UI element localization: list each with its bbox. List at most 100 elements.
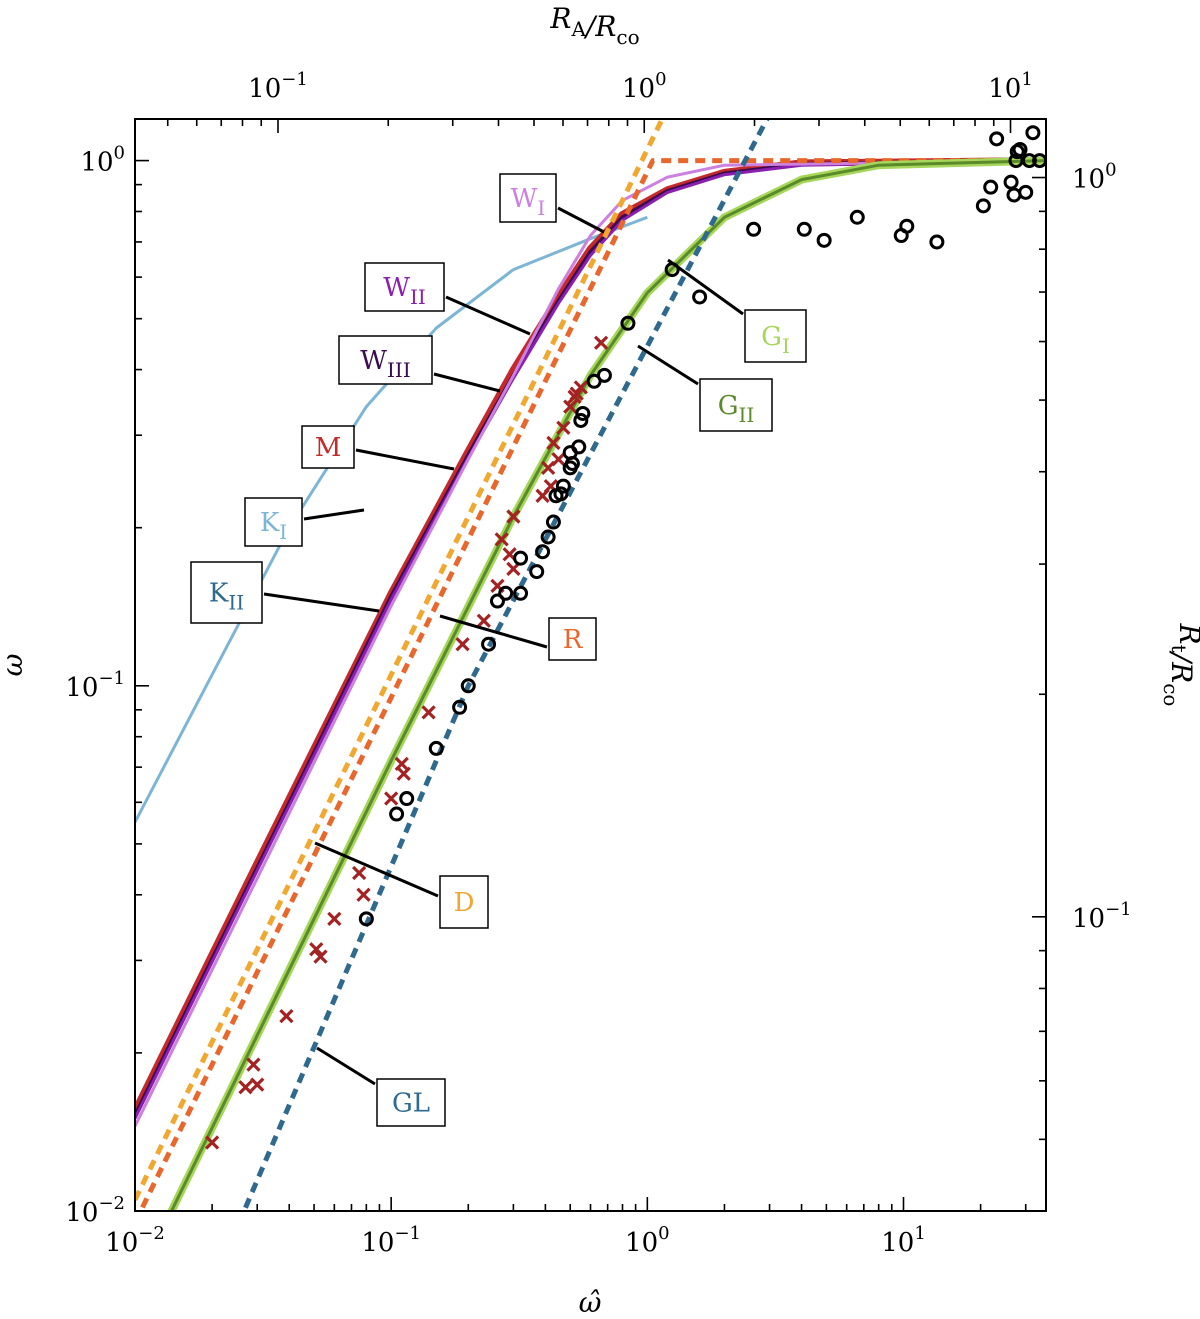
circle-marker bbox=[481, 636, 497, 652]
series-label-d: D bbox=[454, 888, 475, 918]
leader-line-kii bbox=[263, 592, 380, 613]
y-axis-title: ω bbox=[0, 653, 29, 676]
y-tick-label: 10−1 bbox=[65, 668, 125, 703]
leader-line-r bbox=[439, 614, 548, 649]
cross-marker bbox=[246, 1057, 261, 1072]
series-line-d bbox=[135, 119, 665, 1201]
circle-marker bbox=[535, 544, 551, 560]
circle-marker bbox=[575, 405, 591, 421]
y-tick-label: 10−2 bbox=[65, 1193, 125, 1228]
circle-marker bbox=[1018, 184, 1034, 200]
series-line-gl bbox=[241, 119, 770, 1211]
circle-marker bbox=[1006, 187, 1022, 203]
circle-marker bbox=[849, 209, 865, 225]
circle-marker bbox=[513, 585, 529, 601]
circle-marker bbox=[573, 412, 589, 428]
cross-marker bbox=[563, 399, 578, 414]
cross-marker bbox=[396, 766, 411, 781]
circle-marker bbox=[489, 593, 505, 609]
circle-marker bbox=[929, 234, 945, 250]
series-line-gi bbox=[167, 156, 1046, 1211]
label-box-m bbox=[301, 425, 355, 469]
y-tick-label: 100 bbox=[80, 143, 125, 178]
cross-marker bbox=[573, 380, 588, 395]
label-box-d bbox=[439, 875, 489, 929]
leader-line-d bbox=[314, 841, 439, 898]
leader-line-gi bbox=[667, 258, 744, 316]
circle-marker bbox=[816, 232, 832, 248]
cross-marker bbox=[593, 335, 609, 350]
circle-marker bbox=[975, 198, 991, 214]
circle-marker bbox=[692, 289, 708, 305]
circle-marker bbox=[540, 529, 556, 545]
series-line-wi bbox=[135, 159, 1046, 1127]
cross-marker bbox=[546, 435, 561, 451]
cross-marker bbox=[279, 1008, 294, 1024]
circle-marker bbox=[989, 131, 1005, 147]
series-label-gi: GI bbox=[761, 322, 790, 358]
circle-marker bbox=[983, 179, 999, 195]
series-line-r bbox=[137, 158, 1046, 1211]
cross-marker bbox=[455, 637, 470, 652]
axes-layer: 10−2 10−1 100 101 10−1 100 101 10−2 10−1 100 10−1 1… bbox=[65, 69, 1131, 1258]
cross-marker bbox=[506, 509, 521, 524]
circle-marker bbox=[899, 218, 915, 234]
cross-marker bbox=[352, 865, 367, 881]
right-tick-label: 100 bbox=[1072, 160, 1117, 195]
series-label-gl: GL bbox=[392, 1089, 430, 1119]
circle-marker bbox=[452, 699, 468, 715]
leader-line-ki bbox=[303, 508, 365, 521]
cross-marker bbox=[327, 911, 342, 926]
top-tick-label: 10−1 bbox=[248, 69, 308, 104]
label-box-kii bbox=[190, 561, 263, 624]
cross-marker bbox=[476, 613, 491, 628]
circle-marker bbox=[553, 486, 569, 502]
series-label-wii: WII bbox=[383, 273, 426, 309]
top-axis-title: RA/Rco bbox=[549, 2, 639, 49]
series-label-ki: KI bbox=[260, 508, 287, 544]
cross-marker bbox=[421, 705, 436, 720]
cross-marker bbox=[551, 452, 566, 467]
top-tick-label: 101 bbox=[988, 69, 1033, 104]
cross-marker bbox=[567, 389, 582, 404]
circle-marker bbox=[1025, 125, 1041, 141]
label-box-gl bbox=[376, 1078, 446, 1127]
leader-line-gii bbox=[637, 344, 699, 386]
series-line-gii bbox=[169, 159, 1046, 1211]
series-label-m: M bbox=[315, 433, 342, 463]
circle-marker bbox=[545, 514, 561, 530]
leader-line-wii bbox=[445, 295, 531, 336]
series-label-kii: KII bbox=[209, 579, 244, 615]
cross-marker bbox=[238, 1080, 253, 1095]
cross-marker bbox=[313, 949, 328, 964]
circle-marker bbox=[358, 911, 374, 927]
label-box-ki bbox=[244, 497, 303, 547]
label-box-wii bbox=[364, 262, 445, 312]
series-label-wiii: WIII bbox=[360, 346, 410, 382]
top-tick-label: 100 bbox=[622, 69, 667, 104]
circle-marker bbox=[746, 221, 762, 237]
x-tick-label: 100 bbox=[625, 1223, 670, 1258]
circle-marker bbox=[1021, 153, 1037, 169]
x-tick-label: 10−1 bbox=[361, 1223, 421, 1258]
circle-marker bbox=[389, 806, 405, 822]
cross-marker bbox=[356, 887, 371, 902]
circle-marker bbox=[596, 367, 612, 383]
series-label-wi: WI bbox=[511, 184, 546, 220]
circle-marker bbox=[1012, 141, 1028, 157]
circle-marker bbox=[529, 564, 545, 580]
cross-marker bbox=[250, 1077, 265, 1092]
leader-line-wiii bbox=[433, 372, 501, 393]
cross-marker bbox=[204, 1135, 220, 1150]
circle-marker bbox=[399, 791, 415, 807]
circle-marker bbox=[620, 315, 636, 331]
series-label-r: R bbox=[563, 625, 584, 655]
leader-line-m bbox=[355, 448, 455, 471]
right-axis-title: Rt/Rco bbox=[1159, 623, 1200, 707]
circle-marker bbox=[460, 678, 476, 694]
label-box-wiii bbox=[338, 335, 433, 385]
series-layer bbox=[135, 119, 1046, 1211]
leader-line-wi bbox=[557, 206, 605, 234]
